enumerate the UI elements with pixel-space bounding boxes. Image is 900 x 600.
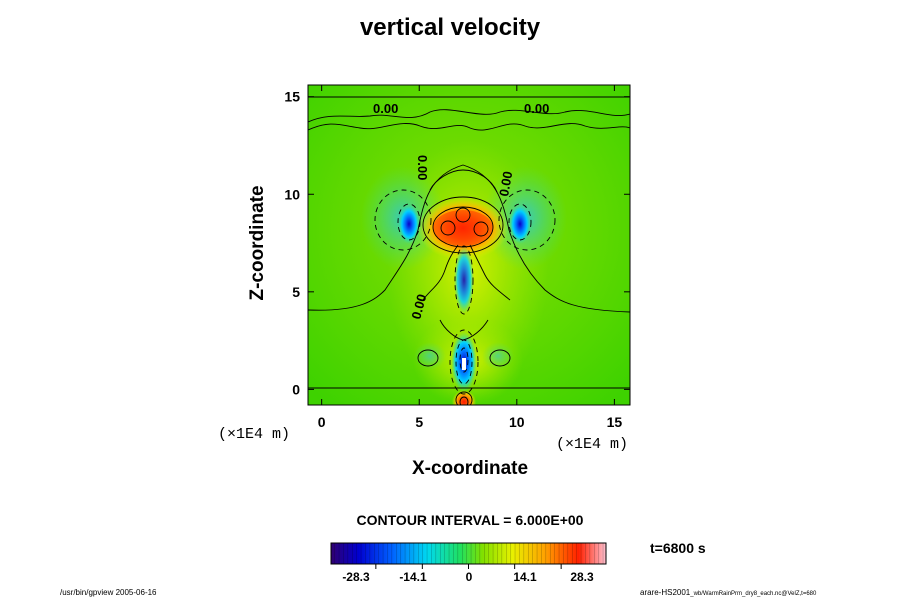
footer-source: arare-HS2001_wb/WarmRainPrm_dry8_each.nc… <box>640 588 817 597</box>
colorbar-tick-label: 14.1 <box>513 570 537 584</box>
contour-label: 0.00 <box>415 155 430 180</box>
axis-tick-labels: 0 5 10 15 0 5 10 15 <box>284 89 622 430</box>
contour-lines <box>308 96 630 405</box>
contour-label: 0.00 <box>408 292 429 320</box>
colorbar-tick-label: -14.1 <box>399 570 427 584</box>
x-tick-label: 5 <box>415 414 423 430</box>
y-axis-label: Z-coordinate <box>247 185 268 301</box>
plot-frame <box>307 84 631 406</box>
x-tick-label: 15 <box>607 414 623 430</box>
axis-ticks <box>308 85 630 405</box>
left-downdraft <box>398 204 420 244</box>
y-tick-label: 10 <box>284 186 300 202</box>
y-tick-label: 15 <box>284 89 300 105</box>
colorbar-tick-label: 28.3 <box>570 570 594 584</box>
colorbar <box>330 542 607 569</box>
contour-interval-label: CONTOUR INTERVAL = 6.000E+00 <box>356 512 584 528</box>
chart-title: vertical velocity <box>359 14 541 41</box>
contour-label: 0.00 <box>373 101 398 116</box>
negative-contours <box>374 189 556 395</box>
contour-label: 0.00 <box>496 170 515 198</box>
z-axis-unit: (×1E4 m) <box>218 426 291 443</box>
contour-label: 0.00 <box>524 101 549 116</box>
field-layer: 0.00 0.00 0.00 0.00 0.00 <box>308 85 630 405</box>
colorbar-tick-label: -28.3 <box>342 570 370 584</box>
x-axis-unit: (×1E4 m) <box>556 436 629 453</box>
y-tick-label: 5 <box>292 284 300 300</box>
y-tick-label: 0 <box>292 381 300 397</box>
footer-command: /usr/bin/gpview 2005-06-16 <box>60 588 157 597</box>
x-axis-label: X-coordinate <box>411 458 529 479</box>
colorbar-tick-label: 0 <box>465 570 473 584</box>
x-tick-label: 0 <box>318 414 326 430</box>
x-tick-label: 10 <box>509 414 525 430</box>
right-downdraft <box>509 204 531 244</box>
time-label: t=6800 s <box>650 540 706 556</box>
